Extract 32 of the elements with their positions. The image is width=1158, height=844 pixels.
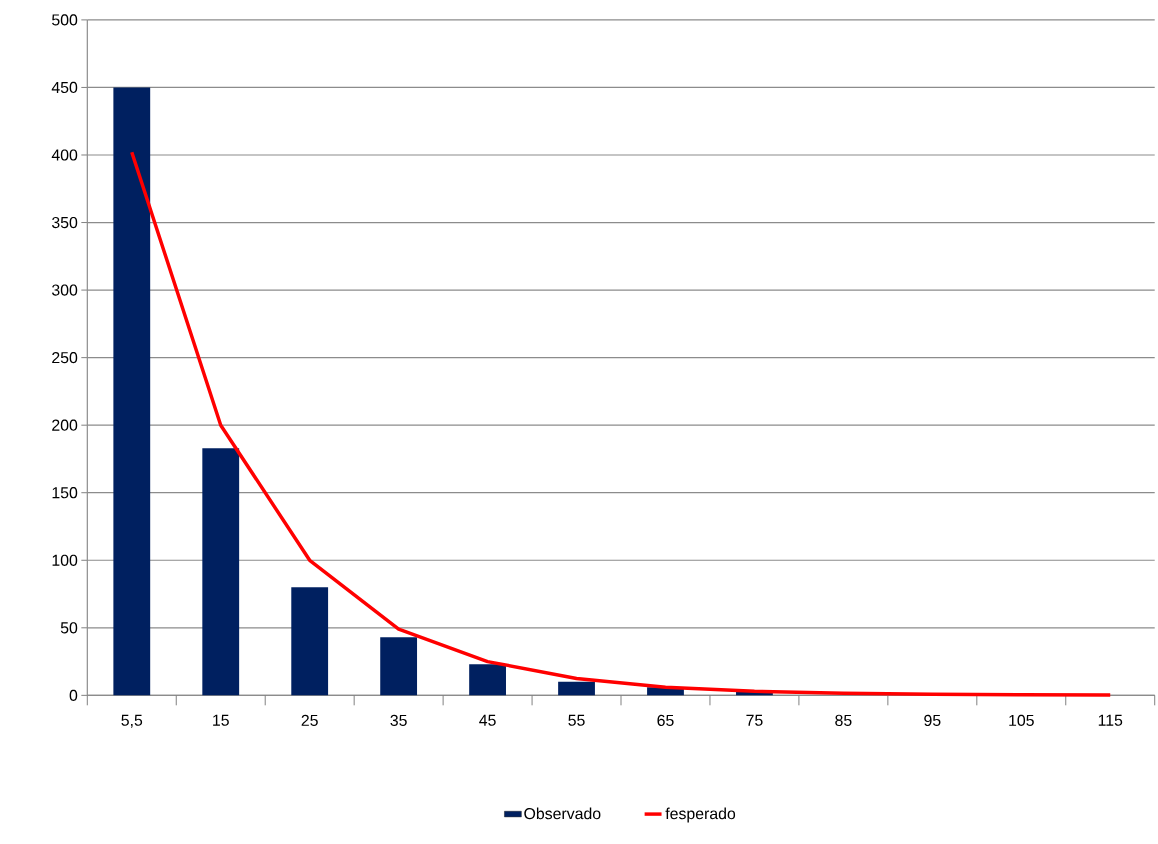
x-tick-label: 5,5: [121, 714, 143, 728]
y-tick-label: 200: [52, 419, 78, 431]
x-tick-label: 35: [390, 714, 407, 727]
bar: [558, 682, 595, 696]
y-tick-label: 100: [52, 554, 78, 567]
x-tick-label: 105: [1009, 714, 1034, 727]
x-tick-label: 25: [301, 714, 318, 727]
x-tick-label: 85: [835, 714, 852, 727]
y-tick-label: 350: [51, 217, 78, 229]
x-tick-label: 65: [657, 714, 674, 727]
legend-label: Observado: [524, 807, 601, 820]
bar: [113, 87, 151, 696]
x-tick-label: 15: [213, 714, 229, 727]
bar: [469, 664, 506, 696]
y-tick-label: 400: [51, 149, 78, 161]
x-tick-label: 75: [746, 714, 763, 727]
y-tick-label: 150: [52, 487, 78, 499]
y-tick-label: 450: [51, 82, 78, 94]
legend-label: fesperado: [665, 807, 736, 823]
x-tick-label: 45: [479, 714, 496, 727]
y-tick-label: 300: [51, 284, 78, 296]
y-tick-label: 250: [52, 352, 78, 364]
y-tick-label: 50: [60, 622, 78, 634]
bar: [202, 448, 240, 696]
y-tick-label: 0: [69, 689, 78, 702]
line-series: [130, 150, 1112, 698]
bar: [291, 587, 329, 696]
bar: [380, 637, 418, 696]
x-tick-label: 95: [924, 714, 941, 727]
x-tick-label: 115: [1098, 714, 1123, 727]
x-tick-label: 55: [568, 714, 585, 727]
y-tick-label: 500: [52, 14, 78, 26]
